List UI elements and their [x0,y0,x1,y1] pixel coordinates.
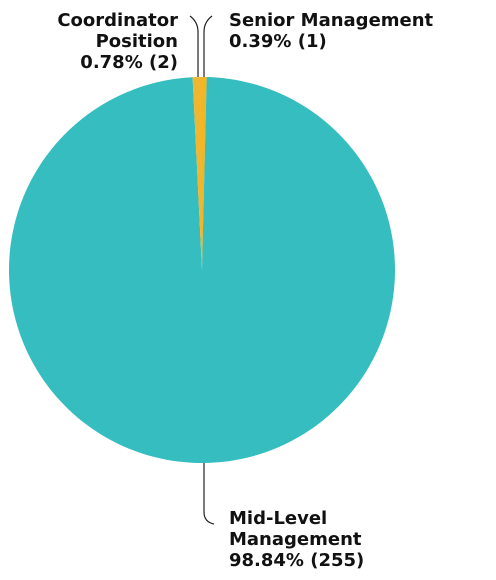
pie-slices [9,77,396,464]
slice-label-line: 0.78% (2) [80,52,178,73]
leader-line [203,463,215,525]
leader-lines [189,15,215,525]
pie-slice-coordinator-position [192,77,202,270]
pie-slice-mid-level-management [9,77,396,464]
leader-line [203,15,213,77]
slice-label: Coordinator Position 0.78% (2) [57,10,178,73]
slice-label-line: Coordinator [57,10,178,31]
slice-label-line: 0.39% (1) [229,31,327,52]
slice-label-line: Position [96,31,178,52]
slice-label-line: Management [229,529,362,550]
pie-slice-senior-management [202,77,207,270]
slice-label-line: 98.84% (255) [229,550,364,571]
slice-labels: Senior Management 0.39% (1) Mid-Level Manag… [57,10,433,571]
slice-label: Mid-Level Management 98.84% (255) [229,508,364,571]
slice-label: Senior Management 0.39% (1) [229,10,434,52]
slice-label-line: Mid-Level [229,508,327,529]
leader-line [189,15,199,77]
slice-label-line: Senior Management [229,10,434,31]
